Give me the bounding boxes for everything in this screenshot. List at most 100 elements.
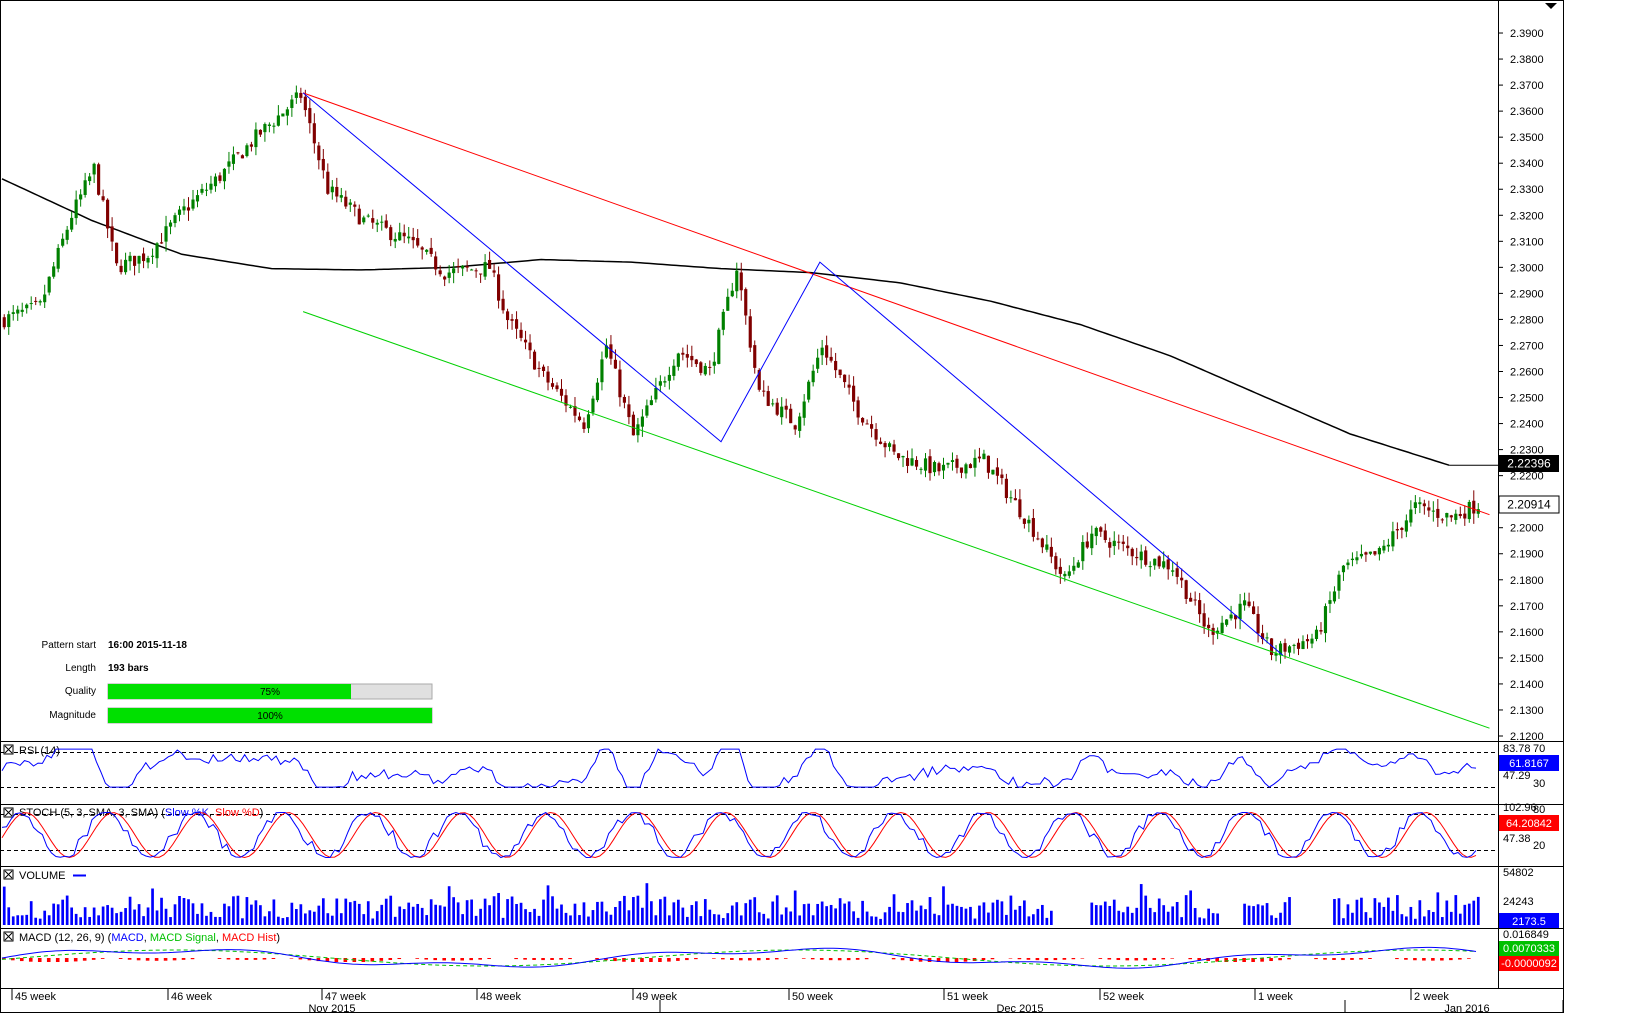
volume-bar xyxy=(730,905,734,925)
candle xyxy=(1251,601,1256,615)
volume-bar xyxy=(263,916,267,925)
candle xyxy=(1063,571,1067,582)
volume-bar xyxy=(829,904,833,925)
time-axis: 45 week 46 week 47 week 48 week 49 week 50 we… xyxy=(11,988,1564,1014)
candle xyxy=(766,385,770,407)
volume-bar xyxy=(218,916,222,925)
candle xyxy=(25,303,29,314)
candle xyxy=(474,268,478,278)
macd-hist-bar xyxy=(828,958,833,961)
volume-bar xyxy=(1000,901,1004,925)
volume-bar xyxy=(1189,890,1193,925)
candle xyxy=(1391,521,1395,552)
volume-bar xyxy=(1400,914,1404,925)
current-price-box xyxy=(1498,495,1560,514)
macd-hist-bar xyxy=(1143,958,1148,961)
rsi-title: RSI (14) xyxy=(19,745,60,757)
candle xyxy=(919,467,923,475)
candle xyxy=(586,410,591,434)
macd-hist-bar xyxy=(721,958,725,960)
macd-hist-bar xyxy=(235,958,240,960)
candle xyxy=(955,454,959,474)
candle xyxy=(128,251,132,271)
rsi-line xyxy=(1,748,1477,788)
macd-hist-bar xyxy=(990,958,995,960)
volume-bar xyxy=(110,907,114,925)
candle xyxy=(308,99,312,134)
volume-bar xyxy=(321,898,325,925)
candle xyxy=(1009,490,1013,503)
volume-bar xyxy=(591,910,595,925)
candle xyxy=(1058,558,1062,584)
volume-bar xyxy=(996,899,999,925)
candle xyxy=(928,449,932,481)
candle xyxy=(977,447,982,463)
volume-bar xyxy=(1027,916,1031,925)
volume-bar xyxy=(690,905,694,925)
volume-bar xyxy=(371,918,375,925)
volume-bar xyxy=(474,915,478,925)
candle xyxy=(447,264,451,284)
volume-bar xyxy=(789,911,793,925)
macd-hist-bar xyxy=(28,958,33,962)
volume-bar xyxy=(133,909,136,925)
macd-hist-bar xyxy=(523,958,527,960)
macd-pane: MACD (12, 26, 9) (MACD, MACD Signal, MAC… xyxy=(0,928,1563,971)
volume-bar xyxy=(605,911,608,925)
macd-hist-bar xyxy=(730,958,734,960)
candle xyxy=(1256,606,1260,643)
volume-bar xyxy=(1090,902,1094,925)
candle xyxy=(582,417,586,433)
candle xyxy=(771,398,775,407)
volume-bar xyxy=(1382,906,1386,925)
candle xyxy=(124,252,128,275)
macd-hist-bar xyxy=(1278,958,1282,961)
volume-bar xyxy=(330,915,334,925)
rsi-current: 61.8167 xyxy=(1509,758,1549,770)
candle xyxy=(70,211,74,233)
candle xyxy=(874,423,878,447)
volume-bar xyxy=(236,895,240,925)
macd-hist-bar xyxy=(1008,958,1013,959)
candle xyxy=(1431,501,1435,522)
candle xyxy=(681,347,685,361)
candle xyxy=(38,299,42,306)
volume-bar xyxy=(232,896,235,925)
volume-bar xyxy=(933,913,936,925)
volume-bar xyxy=(70,907,74,925)
volume-bar xyxy=(52,903,56,925)
price-tick-label: 2.2900 xyxy=(1510,288,1544,300)
volume-bar xyxy=(735,902,739,925)
volume-bar xyxy=(1369,917,1372,925)
collapse-arrow-icon[interactable] xyxy=(1545,3,1557,9)
candle xyxy=(209,175,213,194)
candle xyxy=(685,344,689,368)
candle xyxy=(141,247,146,269)
candle xyxy=(991,469,995,475)
zigzag-line xyxy=(302,92,1284,656)
volume-bar xyxy=(784,907,788,925)
volume-bar xyxy=(1409,906,1413,925)
price-tick-label: 2.1700 xyxy=(1510,601,1544,613)
price-tick-label: 2.3800 xyxy=(1510,54,1544,66)
price-tick-label: 2.1500 xyxy=(1510,653,1544,665)
macd-hist-bar xyxy=(433,958,438,961)
volume-bar xyxy=(483,898,487,925)
macd-hist-bar xyxy=(1170,958,1175,959)
candle xyxy=(330,180,334,200)
candle xyxy=(1045,535,1049,553)
week-label: 50 week xyxy=(792,991,833,1003)
candle xyxy=(1382,539,1386,554)
candle xyxy=(366,213,370,218)
candle xyxy=(1229,605,1233,621)
candle xyxy=(339,187,343,203)
candle xyxy=(1395,522,1399,540)
price-tick-label: 2.1200 xyxy=(1510,731,1544,743)
candle xyxy=(937,461,941,476)
volume-bar xyxy=(241,918,244,925)
volume-bar xyxy=(951,903,954,925)
volume-bar xyxy=(1243,903,1246,925)
candle xyxy=(375,219,379,233)
volume-bar xyxy=(1184,895,1188,925)
candle xyxy=(802,394,806,426)
